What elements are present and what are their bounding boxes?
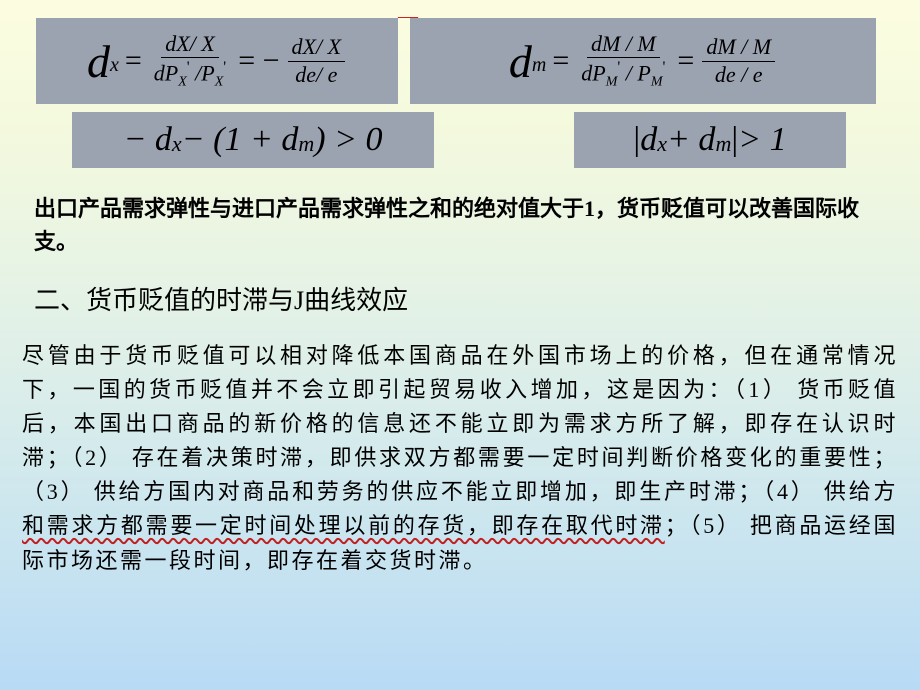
- bold-statement: 出口产品需求弹性与进口产品需求弹性之和的绝对值大于1，货币贬值可以改善国际收支。: [0, 168, 920, 266]
- sub: x: [657, 131, 667, 157]
- equals-1: =: [125, 44, 142, 78]
- red-mark-top: —: [398, 6, 418, 26]
- formula-cond1: − dx − (1 + dm ) > 0: [72, 112, 434, 168]
- formula-dm: dm = dM / M dPM' / PM' = dM / M de / e: [410, 18, 876, 104]
- frac-dx-1: dX/ X dPX' /PX': [150, 32, 230, 90]
- body-wavy: 和需求方都需要一定时间处理以前的存货，即存在取代时滞: [22, 513, 665, 538]
- den: de / e: [711, 62, 767, 87]
- seg: + d: [667, 121, 715, 159]
- sub: m: [298, 131, 314, 157]
- var-d: d: [509, 35, 532, 88]
- equals-3: =: [552, 44, 569, 78]
- den: dPX' /PX': [150, 58, 230, 90]
- sub-x: x: [110, 54, 119, 77]
- frac-dm-2: dM / M de / e: [702, 35, 775, 86]
- sub: x: [172, 131, 182, 157]
- seg: − (1 + d: [182, 121, 299, 159]
- num: dX/ X: [288, 35, 346, 61]
- equals-4: =: [677, 44, 694, 78]
- formula-row-2: − dx − (1 + dm ) > 0 |dx + dm| > 1: [0, 104, 920, 168]
- formula-cond2: |dx + dm| > 1: [574, 112, 846, 168]
- equals-2: = −: [238, 44, 279, 78]
- num: dM / M: [702, 35, 775, 61]
- den: de/ e: [291, 62, 341, 87]
- formula-dx: dx = dX/ X dPX' /PX' = − dX/ X de/ e: [36, 18, 398, 104]
- frac-dm-1: dM / M dPM' / PM': [577, 32, 669, 90]
- seg: > 1: [738, 121, 786, 159]
- frac-dx-2: dX/ X de/ e: [288, 35, 346, 86]
- body-paragraph: 尽管由于货币贬值可以相对降低本国商品在外国市场上的价格，但在通常情况下，一国的货…: [0, 317, 920, 578]
- abs-l: |: [633, 121, 640, 159]
- sub-m: m: [532, 54, 546, 77]
- var-d: d: [87, 35, 110, 88]
- section-subtitle: 二、货币贬值的时滞与J曲线效应: [0, 266, 920, 317]
- num: dX/ X: [161, 32, 219, 58]
- seg: − d: [123, 121, 171, 159]
- body-before: 尽管由于货币贬值可以相对降低本国商品在外国市场上的价格，但在通常情况下，一国的货…: [22, 343, 898, 504]
- num: dM / M: [587, 32, 660, 58]
- seg: ) > 0: [314, 121, 382, 159]
- den: dPM' / PM': [577, 58, 669, 90]
- formula-row-1: dx = dX/ X dPX' /PX' = − dX/ X de/ e dm …: [0, 0, 920, 104]
- sub: m: [715, 131, 731, 157]
- seg: d: [640, 121, 657, 159]
- abs-r: |: [731, 121, 738, 159]
